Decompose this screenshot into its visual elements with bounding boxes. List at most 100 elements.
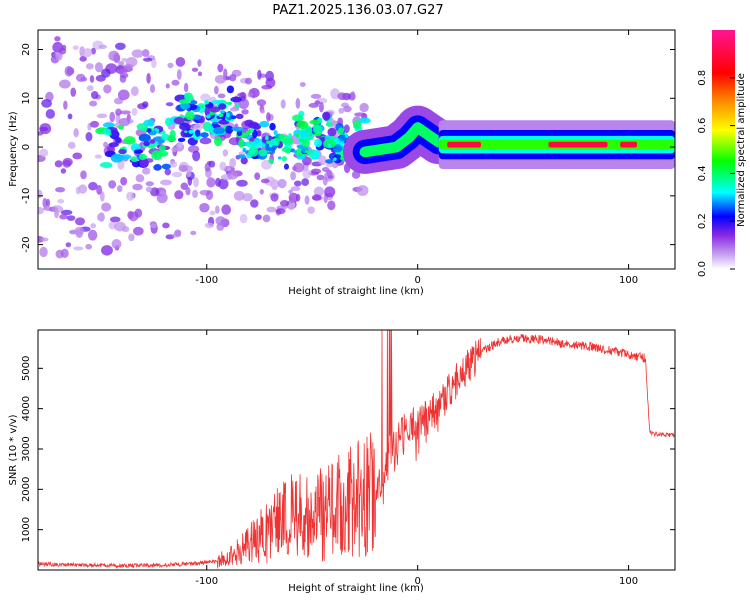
spectrogram-signal-blob	[149, 139, 156, 144]
spectrogram-signal-blob	[184, 92, 194, 102]
spectrogram-xtick-label: -100	[195, 275, 218, 286]
spectrogram-noise-blob	[142, 101, 149, 108]
spectrogram-noise-blob	[214, 85, 219, 95]
spectrogram-signal-blob	[231, 126, 244, 132]
spectrogram-signal-blob	[296, 120, 309, 129]
spectrogram-noise-blob	[318, 155, 327, 166]
spectrogram-noise-blob	[200, 93, 211, 102]
colorbar-label: Normalized spectral amplitude	[736, 73, 747, 227]
spectrogram-signal-blob	[240, 156, 248, 165]
spectrogram-noise-blob	[356, 184, 369, 196]
spectrogram-noise-blob	[218, 178, 229, 190]
spectrogram-noise-blob	[217, 93, 226, 99]
spectrogram-noise-blob	[295, 193, 301, 202]
spectrogram-noise-blob	[132, 183, 143, 191]
spectrogram-noise-blob	[54, 160, 63, 168]
spectrogram-signal-spot	[304, 150, 309, 153]
spectrogram-signal-blob	[214, 136, 223, 147]
spectrogram-noise-blob	[171, 79, 180, 86]
spectrogram-ytick-label: 0	[21, 144, 32, 150]
spectrogram-noise-blob	[115, 108, 122, 116]
spectrogram-noise-blob	[60, 209, 73, 216]
spectrogram-noise-blob	[244, 77, 253, 85]
spectrogram-signal-blob	[244, 141, 255, 148]
spectrogram-signal-blob	[207, 124, 214, 133]
spectrogram-signal-blob	[118, 124, 124, 130]
spectrogram-noise-blob	[131, 49, 144, 58]
snr-series-line	[38, 330, 675, 569]
spectrogram-signal-spot	[265, 135, 269, 141]
spectrogram-noise-blob	[290, 171, 296, 181]
spectrogram-noise-blob	[86, 85, 94, 92]
spectrogram-noise-blob	[99, 191, 105, 202]
spectrogram-noise-blob	[301, 178, 310, 187]
spectrogram-noise-blob	[63, 100, 68, 110]
spectrogram-signal-spot	[204, 100, 210, 105]
spectrogram-noise-blob	[74, 226, 85, 236]
spectrogram-noise-blob	[94, 154, 102, 159]
spectrogram-noise-blob	[108, 50, 120, 62]
spectrogram-noise-blob	[192, 189, 198, 199]
spectrogram-signal-blob	[325, 121, 333, 127]
spectrogram-noise-blob	[302, 168, 312, 179]
spectrogram-xtick-label: 100	[619, 275, 638, 286]
spectrogram-frame	[37, 29, 676, 270]
spectrogram-noise-blob	[73, 127, 79, 138]
spectrogram-signal-blob	[167, 136, 177, 142]
spectrogram-noise-blob	[254, 172, 261, 181]
spectrogram-noise-blob	[171, 171, 183, 178]
snr-ytick-label: 5000	[21, 356, 32, 381]
spectrogram-signal-spot	[218, 113, 224, 118]
spectrogram-signal-blob	[238, 138, 245, 148]
spectrogram-noise-blob	[288, 189, 293, 194]
spectrogram-noise-blob	[75, 73, 86, 82]
snr-xtick-label: -100	[195, 576, 218, 587]
spectrogram-signal-blob	[185, 111, 195, 121]
spectrogram-noise-blob	[39, 123, 52, 135]
spectrogram-noise-blob	[326, 169, 333, 177]
spectrogram-ytick-label: -20	[21, 236, 32, 252]
spectrogram-signal-spot	[219, 110, 226, 114]
spectrogram-noise-blob	[229, 157, 237, 168]
spectrogram-signal-blob	[143, 140, 150, 147]
spectrogram-noise-blob	[39, 148, 49, 157]
spectrogram-noise-blob	[146, 72, 151, 84]
spectrogram-signal-blob	[313, 124, 322, 135]
spectrogram-noise-blob	[101, 68, 111, 78]
spectrogram-noise-blob	[51, 205, 64, 213]
spectrogram-signal-spot	[200, 104, 204, 109]
spectrogram-noise-blob	[197, 71, 203, 77]
spectrogram-noise-blob	[90, 90, 99, 100]
spectrogram-noise-blob	[119, 68, 128, 74]
spectrogram-noise-blob	[88, 181, 98, 191]
spectrogram-noise-blob	[208, 160, 216, 168]
spectrogram-noise-blob	[57, 198, 65, 204]
spectrogram-noise-blob	[108, 180, 117, 189]
spectrogram-signal-blob	[213, 126, 225, 135]
spectrogram-noise-blob	[332, 120, 337, 128]
spectrogram-noise-blob	[72, 152, 83, 160]
spectrogram-signal-blob	[153, 163, 162, 171]
spectrogram-noise-blob	[337, 92, 347, 101]
spectrogram-noise-blob	[176, 69, 182, 80]
spectrogram-noise-blob	[41, 237, 49, 242]
spectrogram-noise-blob	[199, 202, 210, 213]
spectrogram-noise-blob	[101, 245, 113, 256]
spectrogram-noise-blob	[60, 248, 69, 258]
spectrogram-noise-blob	[260, 178, 270, 184]
spectrogram-signal-blob	[143, 119, 154, 127]
spectrogram-noise-blob	[109, 111, 116, 123]
spectrogram-noise-blob	[39, 246, 48, 258]
spectrogram-signal-spot	[184, 130, 188, 133]
snr-ticks: -100 0 100 1000 2000 3000 4000 5000	[21, 330, 675, 587]
spectrogram-noise-blob	[193, 177, 199, 188]
snr-ylabel: SNR (10 * v/v)	[8, 414, 19, 485]
spectrogram-noise-blob	[121, 57, 128, 62]
spectrogram-signal-spot	[330, 135, 335, 141]
spectrogram-noise-blob	[160, 179, 172, 186]
spectrogram-signal-spot	[340, 142, 344, 147]
spectrogram-noise-blob	[322, 176, 328, 186]
spectrogram-noise-blob	[271, 185, 278, 191]
spectrogram-signal-blob	[296, 155, 306, 160]
spectrogram-noise-blob	[219, 161, 227, 171]
